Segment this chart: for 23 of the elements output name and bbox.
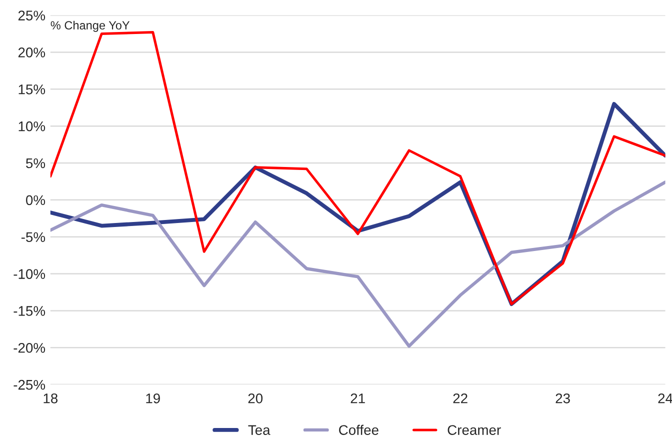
x-tick-label: 22: [453, 393, 468, 404]
y-tick-label: -10%: [14, 269, 46, 279]
y-tick-label: 5%: [26, 158, 46, 168]
y-tick-label: 25%: [18, 10, 46, 20]
y-axis-title: % Change YoY: [50, 20, 130, 32]
x-tick-label: 21: [350, 393, 365, 404]
y-tick-label: 10%: [18, 121, 46, 132]
y-tick-label: -25%: [14, 380, 46, 390]
x-tick-label: 18: [44, 393, 58, 404]
x-tick-label: 19: [146, 393, 160, 404]
x-tick-label: 23: [556, 393, 570, 404]
legend-label: Creamer: [448, 425, 501, 435]
y-tick-label: -5%: [21, 232, 46, 242]
line-series: [50, 180, 666, 348]
line-series: [50, 31, 666, 306]
y-tick-label: 0%: [26, 195, 46, 206]
y-tick-label: 15%: [18, 84, 46, 94]
legend-label: Coffee: [339, 424, 378, 435]
y-tick-label: -20%: [14, 342, 46, 353]
legend-label: Tea: [248, 425, 270, 435]
x-tick-label: 20: [248, 393, 263, 404]
y-tick-label: 20%: [18, 48, 46, 58]
y-tick-label: -15%: [14, 306, 46, 316]
